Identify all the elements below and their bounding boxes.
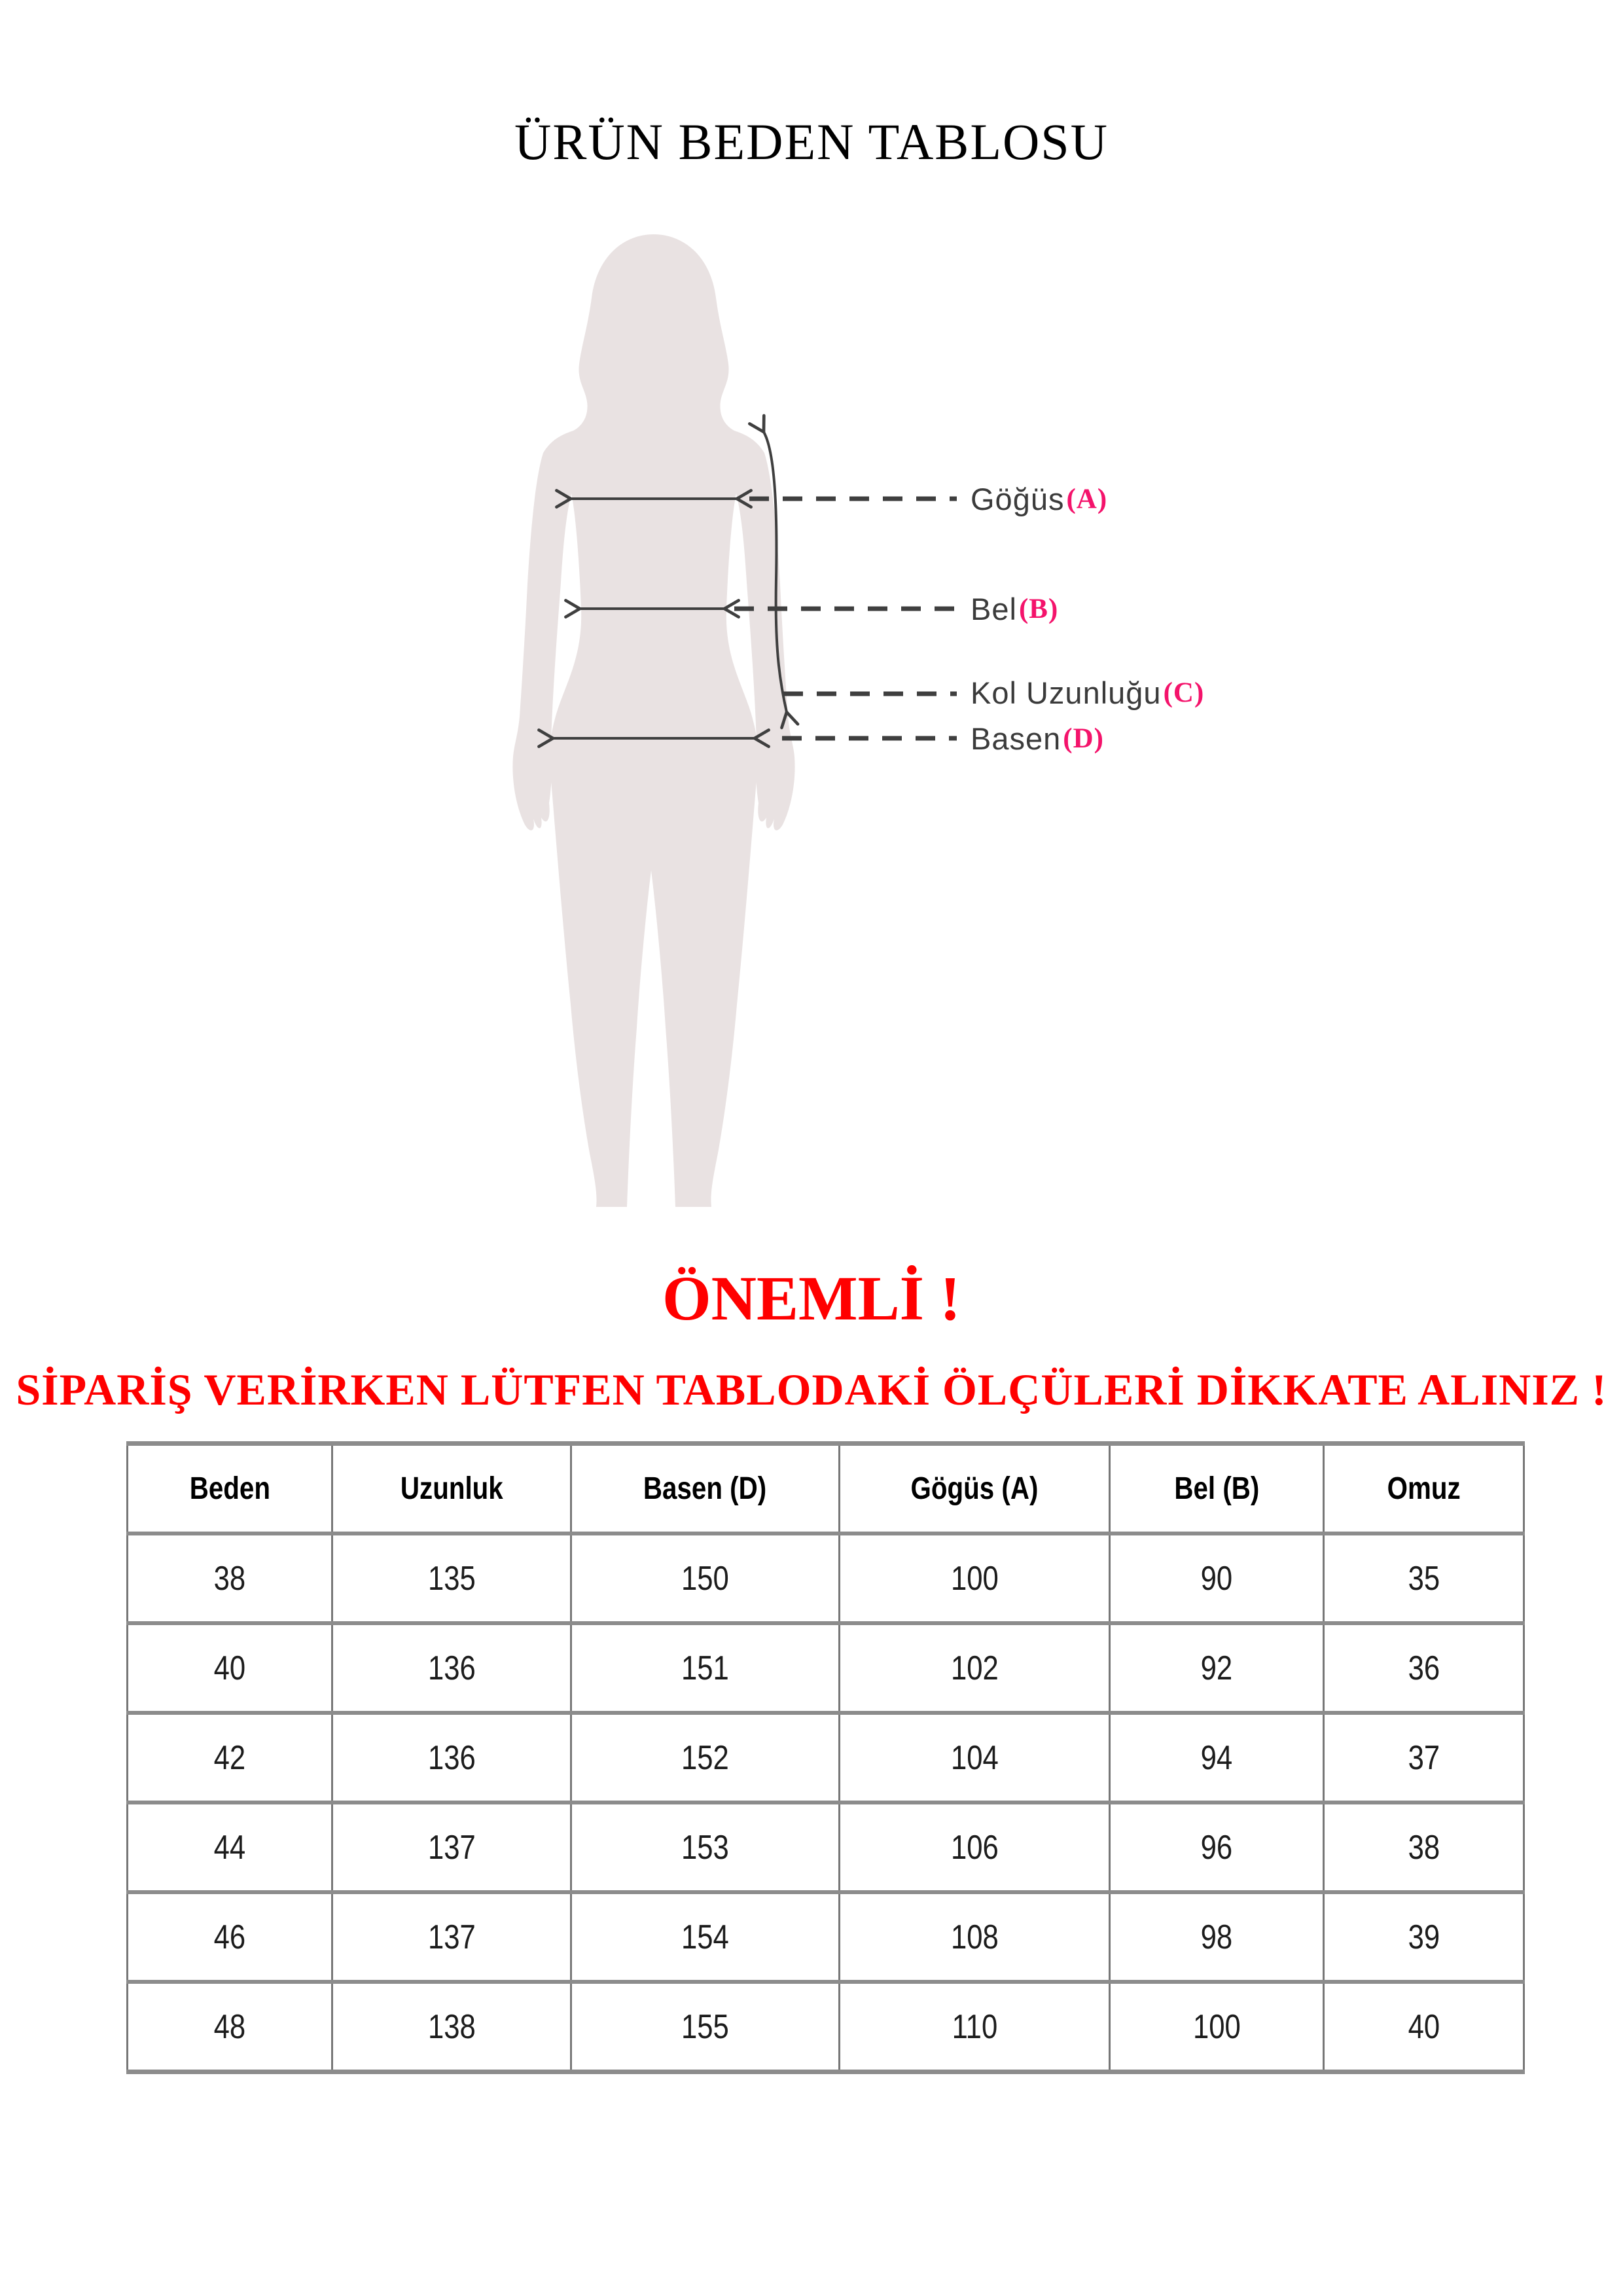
cell-value: 137: [427, 1828, 476, 1867]
size-table: Beden Uzunluk Basen (D) Gögüs (A) Bel (B…: [126, 1441, 1525, 2074]
col-uzunluk: Uzunluk: [400, 1471, 503, 1506]
cell-value: 102: [950, 1649, 999, 1687]
cell-value: 110: [952, 2007, 997, 2046]
col-basen: Basen (D): [643, 1471, 767, 1506]
table-row: 42 136 152 104 94 37: [126, 1713, 1525, 1803]
cell-value: 104: [950, 1738, 999, 1777]
cell-value: 137: [427, 1918, 476, 1956]
label-arm-length-letter: (C): [1163, 677, 1205, 708]
col-omuz: Omuz: [1387, 1471, 1461, 1506]
col-bel: Bel (B): [1174, 1471, 1259, 1506]
col-beden: Beden: [189, 1471, 270, 1506]
cell-value: 38: [1408, 1828, 1440, 1867]
female-body-silhouette: [512, 234, 795, 1207]
label-arm-length-text: Kol Uzunluğu: [971, 675, 1162, 710]
label-hip-letter: (D): [1063, 723, 1104, 754]
cell-value: 40: [213, 1649, 246, 1687]
cell-value: 152: [681, 1738, 729, 1777]
label-waist-text: Bel: [971, 591, 1017, 626]
cell-value: 154: [681, 1918, 729, 1956]
cell-value: 135: [427, 1559, 476, 1598]
cell-value: 155: [681, 2007, 729, 2046]
cell-value: 94: [1200, 1738, 1233, 1777]
label-chest-letter: (A): [1066, 483, 1108, 514]
cell-value: 40: [1408, 2007, 1440, 2046]
cell-value: 106: [950, 1828, 999, 1867]
cell-value: 37: [1408, 1738, 1440, 1777]
cell-value: 36: [1408, 1649, 1440, 1687]
cell-value: 100: [950, 1559, 999, 1598]
cell-value: 35: [1408, 1559, 1440, 1598]
label-hip-text: Basen: [971, 721, 1061, 756]
label-waist: Bel (B): [971, 589, 1058, 628]
cell-value: 100: [1192, 2007, 1241, 2046]
warning-heading: ÖNEMLİ !: [662, 1263, 961, 1333]
cell-value: 48: [213, 2007, 246, 2046]
table-row: 48 138 155 110 100 40: [126, 1982, 1525, 2072]
size-table-header: Beden Uzunluk Basen (D) Gögüs (A) Bel (B…: [126, 1443, 1525, 1534]
cell-value: 46: [213, 1918, 246, 1956]
body-measurement-diagram: [512, 234, 957, 1207]
table-row: 46 137 154 108 98 39: [126, 1892, 1525, 1982]
label-hip: Basen (D): [971, 719, 1104, 758]
label-chest-text: Göğüs: [971, 481, 1065, 516]
cell-value: 98: [1200, 1918, 1233, 1956]
table-row: 44 137 153 106 96 38: [126, 1803, 1525, 1892]
label-arm-length: Kol Uzunluğu (C): [971, 673, 1204, 712]
label-waist-letter: (B): [1018, 593, 1059, 624]
cell-value: 96: [1200, 1828, 1233, 1867]
cell-value: 42: [213, 1738, 246, 1777]
arm-length-arrow: [748, 414, 800, 730]
cell-value: 90: [1200, 1559, 1233, 1598]
warning-message: SİPARİŞ VERİRKEN LÜTFEN TABLODAKİ ÖLÇÜLE…: [16, 1365, 1607, 1414]
col-gogus: Gögüs (A): [910, 1471, 1039, 1506]
cell-value: 136: [427, 1738, 476, 1777]
cell-value: 92: [1200, 1649, 1233, 1687]
table-row: 38 135 150 100 90 35: [126, 1534, 1525, 1623]
header-row: Beden Uzunluk Basen (D) Gögüs (A) Bel (B…: [126, 1443, 1525, 1534]
cell-value: 138: [427, 2007, 476, 2046]
cell-value: 136: [427, 1649, 476, 1687]
cell-value: 108: [950, 1918, 999, 1956]
cell-value: 153: [681, 1828, 729, 1867]
cell-value: 150: [681, 1559, 729, 1598]
page-title: ÜRÜN BEDEN TABLOSU: [514, 113, 1109, 170]
cell-value: 38: [213, 1559, 246, 1598]
cell-value: 44: [213, 1828, 246, 1867]
table-row: 40 136 151 102 92 36: [126, 1623, 1525, 1713]
size-table-body: 38 135 150 100 90 35 40 136 151 102 92 3…: [126, 1534, 1525, 2072]
label-chest: Göğüs (A): [971, 479, 1107, 518]
cell-value: 151: [681, 1649, 729, 1687]
cell-value: 39: [1408, 1918, 1440, 1956]
